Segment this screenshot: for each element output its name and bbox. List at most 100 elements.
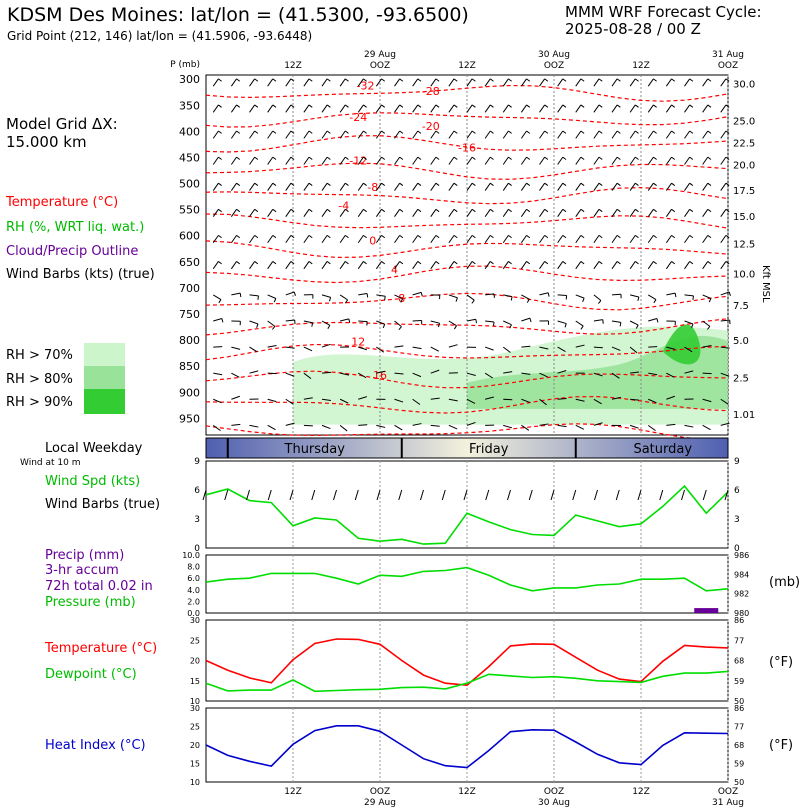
wind-barb-shaft bbox=[593, 182, 600, 191]
wind-barb bbox=[303, 261, 313, 270]
wind-barb bbox=[611, 261, 621, 270]
wind-barb bbox=[376, 294, 386, 301]
wind-barb-flag bbox=[598, 182, 603, 186]
wind-barb-shaft bbox=[557, 369, 567, 374]
wind-barb bbox=[339, 104, 349, 113]
wind-barb-shaft bbox=[520, 156, 527, 165]
wind-barb-shaft bbox=[502, 78, 509, 87]
wind-barb bbox=[466, 156, 476, 165]
temp-f-tick: 68 bbox=[734, 657, 744, 666]
rh90-label: RH > 90% bbox=[6, 395, 73, 410]
wind-barb bbox=[375, 104, 386, 113]
wind-barb bbox=[267, 261, 277, 270]
wind-barb-shaft bbox=[593, 398, 602, 405]
wind-barb bbox=[575, 156, 585, 165]
wind-barb bbox=[303, 372, 312, 380]
wind-barb bbox=[575, 208, 585, 217]
wind-barb bbox=[285, 346, 295, 349]
wind-barb bbox=[503, 371, 513, 374]
forecast-cycle: MMM WRF Forecast Cycle: 2025-08-28 / 00 … bbox=[565, 4, 762, 38]
wind-barb-shaft bbox=[285, 235, 292, 244]
temperature-contour bbox=[205, 265, 729, 284]
wind-barb bbox=[593, 319, 604, 324]
height-tick-label: 12.5 bbox=[733, 240, 755, 251]
wind-barb bbox=[267, 320, 276, 330]
wind-barb-shaft bbox=[611, 182, 618, 191]
wind-barb bbox=[394, 234, 404, 244]
precip-tick: 10.0 bbox=[182, 551, 200, 560]
wind-barb bbox=[647, 78, 657, 87]
station-title: KDSM Des Moines: lat/lon = (41.5300, -93… bbox=[7, 4, 469, 26]
temperature-contour bbox=[205, 240, 729, 259]
wind-barb-flag bbox=[653, 78, 657, 82]
wind-barb-flag bbox=[562, 234, 567, 239]
wind-barb-flag bbox=[417, 234, 422, 239]
wind-barb-flag bbox=[363, 182, 367, 186]
wind-barb-shaft bbox=[249, 130, 256, 139]
wind-barb-shaft bbox=[539, 372, 548, 378]
wind-barb-shaft bbox=[230, 104, 237, 113]
wind-barb-flag bbox=[634, 261, 639, 265]
wind-barb-flag bbox=[707, 156, 712, 160]
temperature-contour-label: -8 bbox=[367, 181, 378, 194]
wind-barb-shaft bbox=[285, 78, 292, 87]
wind-barb-flag bbox=[653, 261, 657, 265]
wind-barb-flag bbox=[218, 78, 222, 82]
wind-barb-shaft bbox=[575, 424, 585, 430]
wind-barb-flag bbox=[218, 299, 222, 304]
surface-wind-barb bbox=[594, 489, 598, 501]
wind-barb-shaft bbox=[539, 182, 546, 191]
wind-barb-shaft bbox=[285, 422, 295, 426]
wind-barb-shaft bbox=[285, 104, 292, 113]
wind-barb-flag bbox=[562, 130, 567, 134]
wind-barb-shaft bbox=[448, 235, 455, 244]
wind-barb bbox=[702, 294, 712, 303]
wind-barb-shaft bbox=[430, 156, 437, 165]
wind-barb bbox=[629, 182, 639, 191]
temperature-contour-label: -4 bbox=[338, 200, 349, 213]
wind-barb bbox=[339, 398, 349, 404]
wind-barb-shaft bbox=[213, 372, 223, 376]
wind-barb bbox=[720, 130, 730, 139]
wind-barb-shaft bbox=[665, 208, 672, 217]
wind-barb bbox=[303, 156, 313, 165]
wind-barb bbox=[520, 208, 531, 217]
wind-barb bbox=[539, 261, 549, 270]
wind-barb-shaft bbox=[430, 424, 440, 427]
wind-barb bbox=[321, 130, 331, 139]
wind-barb bbox=[466, 208, 476, 217]
wind-barb-shaft bbox=[430, 369, 440, 374]
wind-barb bbox=[285, 130, 295, 139]
wind-barb-flag bbox=[562, 156, 567, 160]
wind-barb bbox=[394, 130, 404, 139]
wind-barb-shaft bbox=[557, 398, 567, 400]
wind-barb bbox=[375, 156, 386, 165]
wind-barb-flag bbox=[656, 318, 659, 323]
wind-barb-shaft bbox=[593, 294, 602, 301]
wind-barb bbox=[593, 182, 603, 191]
surface-wind-barb bbox=[485, 489, 490, 501]
wind-barb bbox=[521, 317, 532, 323]
wind-barb bbox=[448, 344, 458, 348]
wind-barb-shaft bbox=[684, 235, 691, 244]
wind-barb-shaft bbox=[665, 130, 672, 139]
wind-barb-flag bbox=[544, 78, 549, 82]
wind-barb-flag bbox=[420, 292, 423, 297]
wind-barb-shaft bbox=[503, 294, 513, 298]
wind-barb bbox=[448, 261, 458, 270]
wind-barb-flag bbox=[526, 261, 531, 265]
wind-barb bbox=[593, 346, 603, 349]
wind-barb bbox=[249, 261, 259, 270]
wind-barb bbox=[666, 372, 675, 378]
temperature-contour bbox=[205, 135, 729, 153]
wind-barb bbox=[575, 261, 585, 270]
wind-barb-shaft bbox=[212, 130, 219, 139]
wind-barb bbox=[412, 291, 423, 297]
wind-barb bbox=[666, 292, 677, 298]
wind-barb-flag bbox=[728, 291, 731, 296]
wind-barb-flag bbox=[489, 156, 494, 160]
wind-barb-flag bbox=[562, 104, 567, 108]
wind-barb-shaft bbox=[267, 104, 274, 113]
wind-barb bbox=[647, 130, 657, 139]
